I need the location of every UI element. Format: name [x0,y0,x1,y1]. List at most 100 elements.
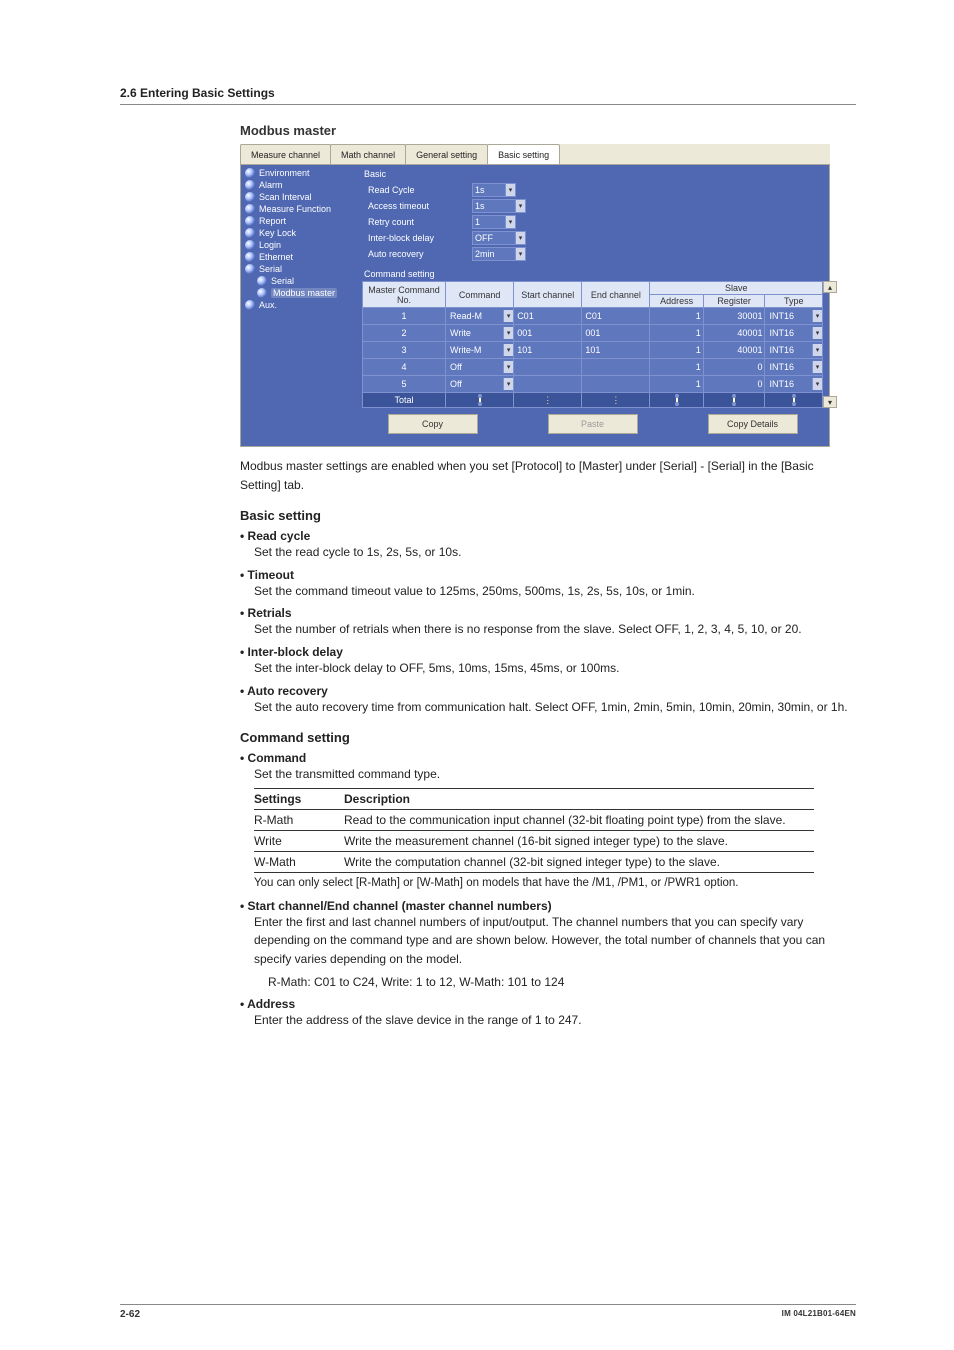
end-input[interactable]: 001 [582,325,650,342]
type-select: INT16▾ [767,343,820,357]
nav-item[interactable]: Measure Function [241,203,356,215]
start-input[interactable] [514,376,582,393]
copy-details-button[interactable]: Copy Details [708,414,798,434]
sphere-icon [245,240,255,250]
bullet-timeout: Timeout [240,568,856,582]
copy-button[interactable]: Copy [388,414,478,434]
nav-item[interactable]: Scan Interval [241,191,356,203]
chevron-down-icon: ▾ [505,184,515,196]
command-table: Master Command No. Command Start channel… [362,281,823,408]
reg-cell[interactable]: 0 [703,359,765,376]
bullet-retrials: Retrials [240,606,856,620]
td-desc: Write the measurement channel (16-bit si… [344,830,814,851]
scroll-up-button[interactable]: ▴ [823,281,837,293]
page-number: 2-62 [120,1309,140,1320]
sphere-icon [245,204,255,214]
autorecovery-select[interactable]: 2min▾ [472,247,526,261]
th-settings: Settings [254,788,344,809]
command-select: Off▾ [448,377,511,391]
end-input[interactable] [582,376,650,393]
type-select: INT16▾ [767,309,820,323]
paste-button[interactable]: Paste [548,414,638,434]
bullet-text: Enter the address of the slave device in… [254,1011,856,1030]
command-description-table: Settings Description R-MathRead to the c… [254,788,814,873]
group-command-title: Command setting [362,269,823,281]
start-input[interactable]: 101 [514,342,582,359]
tab-measure-channel[interactable]: Measure channel [240,144,331,164]
tab-math-channel[interactable]: Math channel [330,144,406,164]
addr-cell[interactable]: 1 [650,308,703,325]
reg-cell[interactable]: 40001 [703,342,765,359]
bullet-read-cycle: Read cycle [240,529,856,543]
sphere-icon [257,276,267,286]
nav-item[interactable]: Ethernet [241,251,356,263]
bullet-address: Address [240,997,856,1011]
reg-cell[interactable]: 30001 [703,308,765,325]
tab-basic-setting[interactable]: Basic setting [487,144,560,164]
nav-sub-item[interactable]: Serial [241,275,356,287]
bullet-text: Enter the first and last channel numbers… [254,913,856,969]
interblock-select[interactable]: OFF▾ [472,231,526,245]
nav-sub-item[interactable]: Modbus master [241,287,356,299]
nav-item[interactable]: Serial [241,263,356,275]
field-label: Auto recovery [368,249,466,259]
start-input[interactable]: C01 [514,308,582,325]
end-input[interactable]: C01 [582,308,650,325]
command-note: You can only select [R-Math] or [W-Math]… [254,877,856,889]
table-row: 1 Read-M▾ C01 C01 1 30001 INT16▾ [363,308,823,325]
th-address: Address [650,295,703,308]
field-label: Read Cycle [368,185,466,195]
read-cycle-select[interactable]: 1s▾ [472,183,516,197]
chevron-down-icon: ▾ [812,361,822,373]
addr-cell[interactable]: 1 [650,325,703,342]
addr-cell[interactable]: 1 [650,376,703,393]
start-input[interactable] [514,359,582,376]
command-select: Write▾ [448,326,511,340]
nav-item[interactable]: Login [241,239,356,251]
chevron-down-icon: ▾ [503,327,513,339]
end-input[interactable]: 101 [582,342,650,359]
chevron-down-icon: ▾ [812,310,822,322]
nav-item[interactable]: Aux. [241,299,356,311]
section-header: 2.6 Entering Basic Settings [120,86,856,105]
start-input[interactable]: 001 [514,325,582,342]
table-row: 2 Write▾ 001 001 1 40001 INT16▾ [363,325,823,342]
addr-cell[interactable]: 1 [650,359,703,376]
chevron-down-icon: ▾ [503,344,513,356]
field-label: Retry count [368,217,466,227]
sub-indent: R-Math: C01 to C24, Write: 1 to 12, W-Ma… [268,973,856,992]
nav-item[interactable]: Alarm [241,179,356,191]
sphere-icon [245,264,255,274]
table-row: 5 Off▾ 1 0 INT16▾ [363,376,823,393]
chevron-down-icon: ▾ [515,232,525,244]
bullet-auto-recovery: Auto recovery [240,684,856,698]
chevron-down-icon: ▾ [515,200,525,212]
chevron-down-icon: ▾ [812,344,822,356]
chevron-down-icon: ▾ [503,310,513,322]
type-select: INT16▾ [767,326,820,340]
tab-bar: Measure channel Math channel General set… [240,144,830,164]
basic-setting-heading: Basic setting [240,508,856,523]
end-input[interactable] [582,359,650,376]
bullet-command: Command [240,751,856,765]
nav-item[interactable]: Key Lock [241,227,356,239]
command-select: Read-M▾ [448,309,511,323]
th-command: Command [446,282,514,308]
bullet-text: Set the auto recovery time from communic… [254,698,856,717]
type-select: INT16▾ [767,377,820,391]
sphere-icon [245,252,255,262]
bullet-inter-block: Inter-block delay [240,645,856,659]
nav-item[interactable]: Report [241,215,356,227]
sphere-icon [245,168,255,178]
scroll-down-button[interactable]: ▾ [823,396,837,408]
retry-select[interactable]: 1▾ [472,215,516,229]
reg-cell[interactable]: 0 [703,376,765,393]
addr-cell[interactable]: 1 [650,342,703,359]
tab-general-setting[interactable]: General setting [405,144,488,164]
screenshot-title: Modbus master [240,123,856,138]
th-type: Type [765,295,823,308]
reg-cell[interactable]: 40001 [703,325,765,342]
timeout-select[interactable]: 1s▾ [472,199,526,213]
nav-item[interactable]: Environment [241,167,356,179]
th-description: Description [344,788,814,809]
